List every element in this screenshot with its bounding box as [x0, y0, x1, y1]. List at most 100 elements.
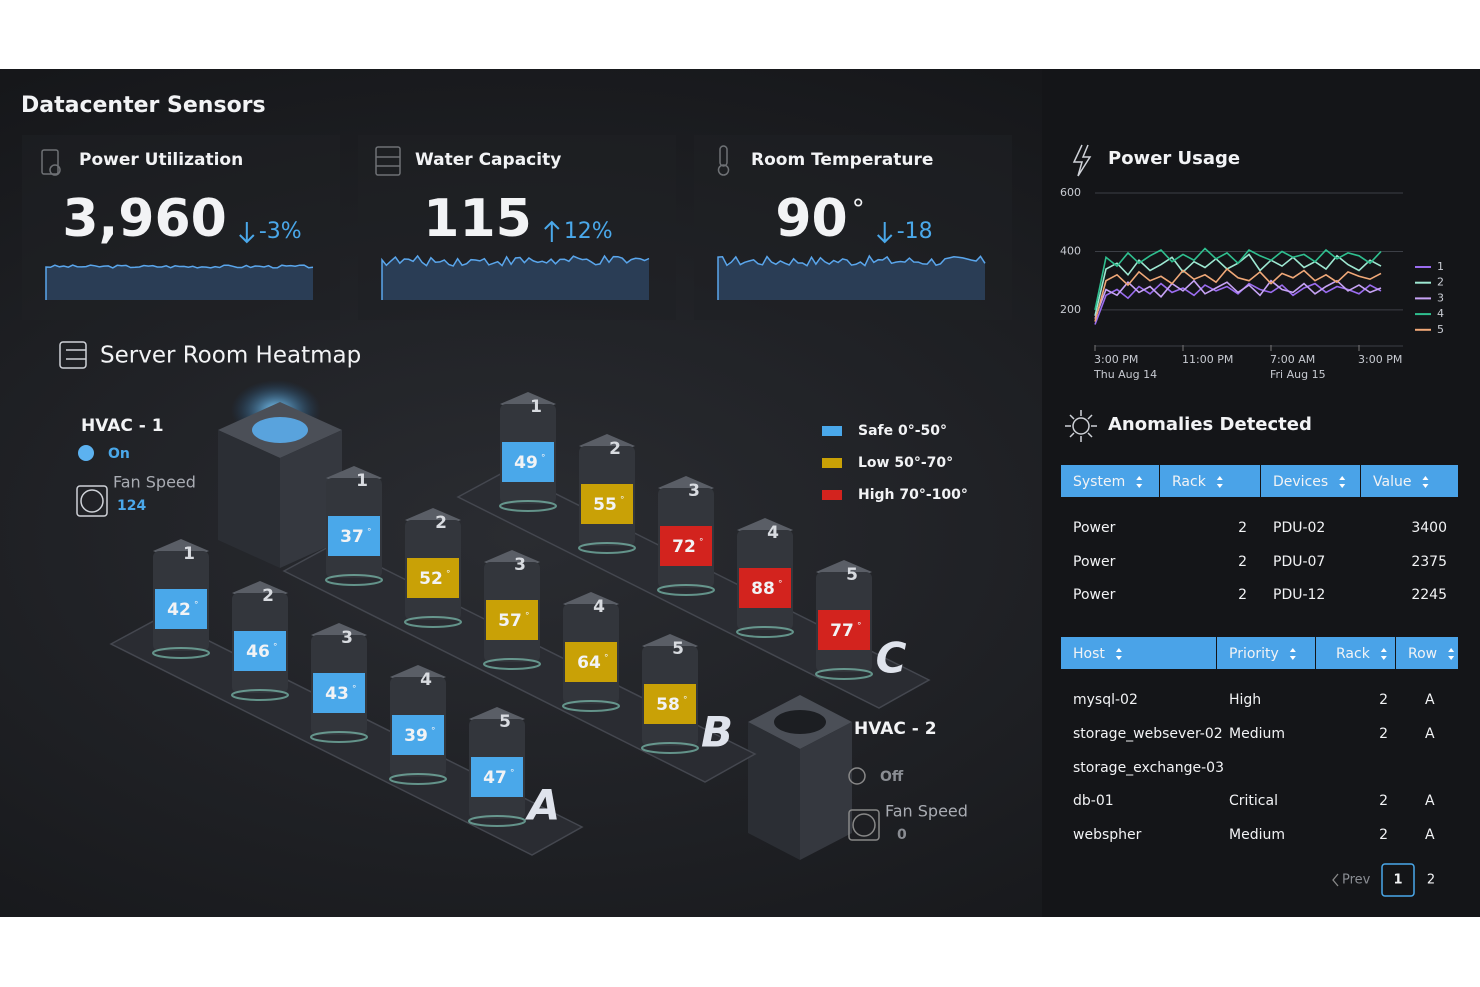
kpi-delta: -3% [259, 219, 302, 244]
table-cell: 2 [1379, 793, 1388, 809]
table-header-label: Row [1408, 646, 1437, 662]
server-glow [468, 815, 526, 827]
server-glow [578, 542, 636, 554]
table-cell: 2245 [1411, 587, 1447, 603]
page-number[interactable]: 1 [1393, 873, 1402, 888]
x-tick-label: 11:00 PM [1182, 353, 1234, 366]
table-header-label: Rack [1336, 646, 1371, 662]
server-temp-label: 55 [593, 495, 617, 515]
server-temp-unit: ° [857, 622, 862, 632]
server-id: 4 [420, 670, 432, 690]
server-temp-unit: ° [683, 696, 688, 706]
server-temp-label: 77 [830, 621, 854, 641]
table-cell: PDU-12 [1273, 587, 1325, 603]
server-temp-label: 88 [751, 579, 775, 599]
server-temp-unit: ° [273, 643, 278, 653]
table-header-cell[interactable] [1061, 465, 1159, 497]
page-current [1381, 863, 1415, 897]
table-header-cell[interactable] [1261, 465, 1360, 497]
table-cell: storage_exchange-03 [1073, 760, 1224, 776]
server-id: 3 [688, 481, 700, 501]
legend-label: 5 [1437, 323, 1444, 336]
server-glow [231, 689, 289, 701]
page-number[interactable]: 2 [1427, 873, 1435, 888]
sort-icon [1380, 648, 1387, 660]
server-temp [313, 673, 365, 713]
sparkline [381, 254, 650, 300]
table-header-cell[interactable] [1160, 465, 1260, 497]
server-temp-label: 64 [577, 653, 601, 673]
row-label: B [701, 708, 733, 757]
y-tick-label: 200 [1060, 303, 1081, 316]
table-header-cell[interactable] [1217, 637, 1315, 669]
legend-label: Safe 0°-50° [858, 423, 947, 439]
server-glow [325, 574, 383, 586]
table-cell: 2 [1379, 692, 1388, 708]
table-cell: 3400 [1411, 520, 1447, 536]
server-temp-label: 42 [167, 600, 191, 620]
legend-swatch [822, 490, 842, 500]
server-temp-label: 39 [404, 726, 428, 746]
server-temp-unit: ° [352, 685, 357, 695]
legend-label: 4 [1437, 307, 1444, 320]
server-temp [502, 442, 554, 482]
table-header-label: Value [1373, 474, 1411, 490]
sparkline [45, 264, 314, 300]
table-header-label: Priority [1229, 646, 1279, 662]
table-header-label: Host [1073, 646, 1105, 662]
kpi-title: Water Capacity [415, 150, 561, 170]
server-id: 2 [435, 513, 447, 533]
server-temp-unit: ° [620, 496, 625, 506]
server-temp-unit: ° [194, 601, 199, 611]
sort-icon [1216, 476, 1223, 488]
fan-speed: 124 [117, 498, 146, 514]
server-glow [310, 731, 368, 743]
table-header-cell[interactable] [1061, 637, 1216, 669]
fan-speed: 0 [897, 827, 907, 843]
server-id: 2 [609, 439, 621, 459]
server-temp-unit: ° [510, 769, 515, 779]
server-temp-unit: ° [541, 454, 546, 464]
server-id: 1 [530, 397, 542, 417]
server-id: 5 [846, 565, 858, 585]
pagination-prev[interactable]: Prev [1342, 873, 1371, 888]
x-tick-label: 3:00 PM [1358, 353, 1403, 366]
server-temp-label: 37 [340, 527, 364, 547]
legend-swatch [822, 426, 842, 436]
table-cell: 2 [1238, 520, 1247, 536]
server-glow [562, 700, 620, 712]
server-temp-unit: ° [699, 538, 704, 548]
table-header-label: Devices [1273, 474, 1328, 490]
server-temp [155, 589, 207, 629]
server-glow [152, 647, 210, 659]
kpi-value: 115 [423, 189, 532, 249]
kpi-delta: -18 [897, 219, 933, 244]
hvac-status: Off [880, 769, 904, 785]
table-header-cell[interactable] [1361, 465, 1458, 497]
server-temp-unit: ° [367, 528, 372, 538]
server-glow [736, 626, 794, 638]
kpi-value: 3,960 [62, 189, 226, 249]
legend-label: 2 [1437, 276, 1444, 289]
sort-icon [1422, 476, 1429, 488]
table-header-cell[interactable] [1316, 637, 1395, 669]
table-cell: PDU-02 [1273, 520, 1325, 536]
server-temp-label: 57 [498, 611, 522, 631]
table-cell: 2 [1379, 726, 1388, 742]
table-cell: webspher [1073, 827, 1142, 843]
server-glow [404, 616, 462, 628]
sort-icon [1115, 648, 1122, 660]
series-line [1094, 279, 1382, 319]
table-cell: High [1229, 692, 1261, 708]
kpi-unit: ° [852, 195, 865, 225]
server-id: 2 [262, 586, 274, 606]
table-cell: storage_websever-02 [1073, 726, 1223, 742]
fan-label: Fan Speed [885, 802, 968, 821]
sort-icon [1448, 648, 1455, 660]
table-header-label: System [1073, 474, 1125, 490]
series-line [1094, 267, 1382, 322]
table-cell: A [1425, 726, 1435, 742]
table-header-cell[interactable] [1396, 637, 1458, 669]
